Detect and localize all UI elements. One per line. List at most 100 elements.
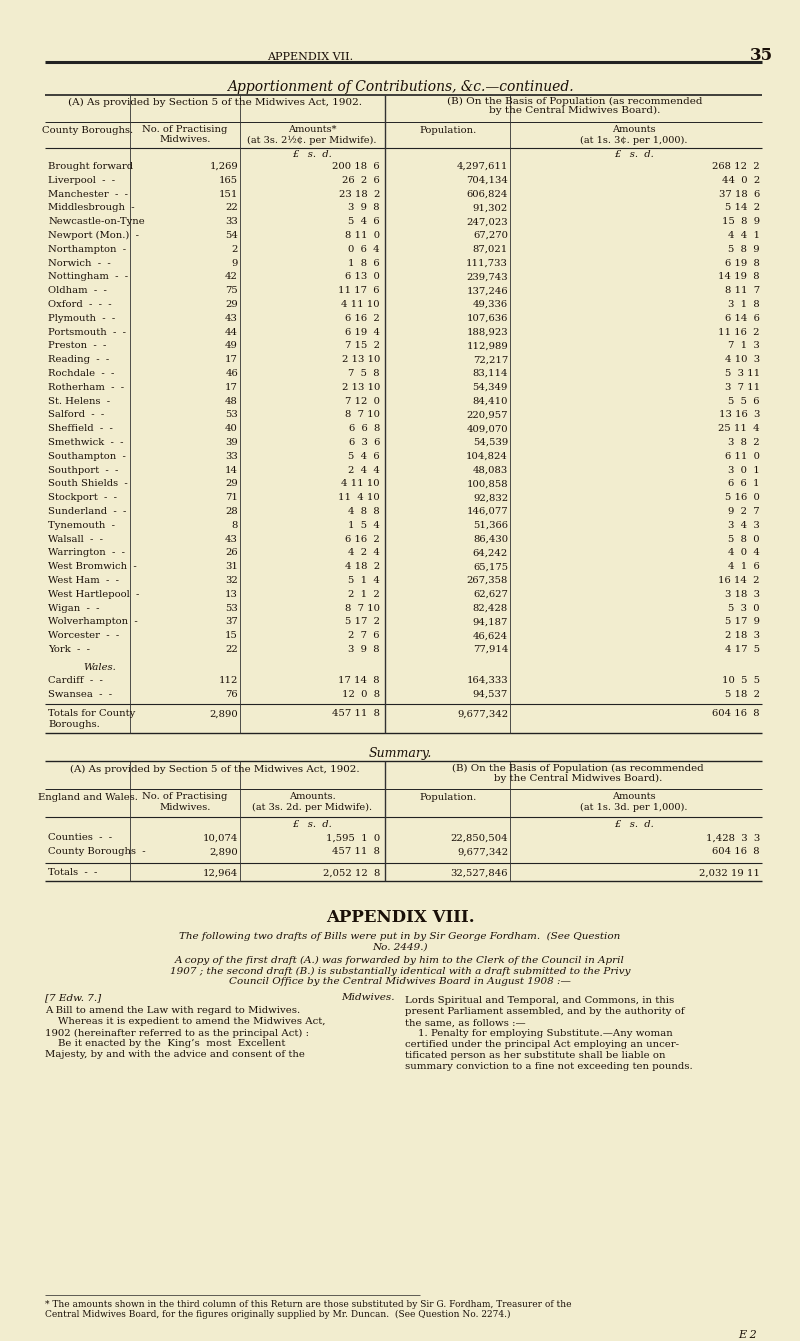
Text: 606,824: 606,824 xyxy=(466,189,508,198)
Text: 111,733: 111,733 xyxy=(466,259,508,268)
Text: 3  4  3: 3 4 3 xyxy=(728,520,760,530)
Text: 6 16  2: 6 16 2 xyxy=(346,535,380,543)
Text: APPENDIX VIII.: APPENDIX VIII. xyxy=(326,909,474,927)
Text: No. of Practising
Midwives.: No. of Practising Midwives. xyxy=(142,125,228,145)
Text: 2,052 12  8: 2,052 12 8 xyxy=(322,869,380,877)
Text: 53: 53 xyxy=(226,603,238,613)
Text: 100,858: 100,858 xyxy=(466,479,508,488)
Text: 6 11  0: 6 11 0 xyxy=(725,452,760,461)
Text: Newport (Mon.)  -: Newport (Mon.) - xyxy=(48,231,139,240)
Text: 11 17  6: 11 17 6 xyxy=(338,286,380,295)
Text: Warrington  -  -: Warrington - - xyxy=(48,548,125,558)
Text: 26  2  6: 26 2 6 xyxy=(342,176,380,185)
Text: 6  3  6: 6 3 6 xyxy=(349,439,380,447)
Text: 239,743: 239,743 xyxy=(466,272,508,282)
Text: Tynemouth  -: Tynemouth - xyxy=(48,520,115,530)
Text: Plymouth  -  -: Plymouth - - xyxy=(48,314,115,323)
Text: 8: 8 xyxy=(232,520,238,530)
Text: 67,270: 67,270 xyxy=(473,231,508,240)
Text: 6 16  2: 6 16 2 xyxy=(346,314,380,323)
Text: 5  4  6: 5 4 6 xyxy=(348,452,380,461)
Text: 6  6  1: 6 6 1 xyxy=(729,479,760,488)
Text: Nottingham  -  -: Nottingham - - xyxy=(48,272,128,282)
Text: Smethwick  -  -: Smethwick - - xyxy=(48,439,123,447)
Text: 220,957: 220,957 xyxy=(466,410,508,420)
Text: 4  8  8: 4 8 8 xyxy=(348,507,380,516)
Text: 9: 9 xyxy=(232,259,238,268)
Text: 33: 33 xyxy=(226,452,238,461)
Text: A Bill to amend the Law with regard to Midwives.: A Bill to amend the Law with regard to M… xyxy=(45,1006,300,1015)
Text: 10,074: 10,074 xyxy=(202,833,238,842)
Text: 43: 43 xyxy=(225,535,238,543)
Text: 84,410: 84,410 xyxy=(473,397,508,405)
Text: 43: 43 xyxy=(225,314,238,323)
Text: 2  1  2: 2 1 2 xyxy=(348,590,380,599)
Text: No. of Practising
Midwives.: No. of Practising Midwives. xyxy=(142,793,228,811)
Text: Stockport  -  -: Stockport - - xyxy=(48,493,117,502)
Text: 5  8  9: 5 8 9 xyxy=(728,245,760,253)
Text: 1. Penalty for employing Substitute.—Any woman: 1. Penalty for employing Substitute.—Any… xyxy=(405,1030,673,1038)
Text: 2  7  6: 2 7 6 xyxy=(349,632,380,640)
Text: 83,114: 83,114 xyxy=(473,369,508,378)
Text: 37 18  6: 37 18 6 xyxy=(718,189,760,198)
Text: 14: 14 xyxy=(225,465,238,475)
Text: 4  4  1: 4 4 1 xyxy=(728,231,760,240)
Text: 6 14  6: 6 14 6 xyxy=(725,314,760,323)
Text: 5  3  0: 5 3 0 xyxy=(728,603,760,613)
Text: 1,269: 1,269 xyxy=(210,162,238,172)
Text: 5 14  2: 5 14 2 xyxy=(725,204,760,212)
Text: 11 16  2: 11 16 2 xyxy=(718,327,760,337)
Text: Portsmouth  -  -: Portsmouth - - xyxy=(48,327,126,337)
Text: 9,677,342: 9,677,342 xyxy=(457,709,508,719)
Text: 4 11 10: 4 11 10 xyxy=(342,479,380,488)
Text: 2,890: 2,890 xyxy=(210,848,238,857)
Text: 92,832: 92,832 xyxy=(473,493,508,502)
Text: 9  2  7: 9 2 7 xyxy=(728,507,760,516)
Text: 267,358: 267,358 xyxy=(466,577,508,585)
Text: 4 11 10: 4 11 10 xyxy=(342,300,380,308)
Text: Salford  -  -: Salford - - xyxy=(48,410,104,420)
Text: 1  8  6: 1 8 6 xyxy=(348,259,380,268)
Text: 3  9  8: 3 9 8 xyxy=(348,645,380,654)
Text: 2 13 10: 2 13 10 xyxy=(342,382,380,392)
Text: 3  9  8: 3 9 8 xyxy=(348,204,380,212)
Text: 7 15  2: 7 15 2 xyxy=(345,342,380,350)
Text: 6 19  4: 6 19 4 xyxy=(345,327,380,337)
Text: APPENDIX VII.: APPENDIX VII. xyxy=(267,52,353,62)
Text: 200 18  6: 200 18 6 xyxy=(332,162,380,172)
Text: 8 11  0: 8 11 0 xyxy=(345,231,380,240)
Text: 15  8  9: 15 8 9 xyxy=(722,217,760,227)
Text: 22,850,504: 22,850,504 xyxy=(450,833,508,842)
Text: Middlesbrough  -: Middlesbrough - xyxy=(48,204,134,212)
Text: Population.: Population. xyxy=(419,126,477,135)
Text: 8  7 10: 8 7 10 xyxy=(345,410,380,420)
Text: 3 18  3: 3 18 3 xyxy=(725,590,760,599)
Text: 2,890: 2,890 xyxy=(210,709,238,719)
Text: Southport  -  -: Southport - - xyxy=(48,465,118,475)
Text: [7 Edw. 7.]: [7 Edw. 7.] xyxy=(45,994,101,1003)
Text: West Bromwich  -: West Bromwich - xyxy=(48,562,137,571)
Text: Totals for County: Totals for County xyxy=(48,709,135,719)
Text: A copy of the first draft (A.) was forwarded by him to the Clerk of the Council : A copy of the first draft (A.) was forwa… xyxy=(175,955,625,964)
Text: 2  4  4: 2 4 4 xyxy=(348,465,380,475)
Text: 268 12  2: 268 12 2 xyxy=(712,162,760,172)
Text: 49: 49 xyxy=(225,342,238,350)
Text: 5 16  0: 5 16 0 xyxy=(725,493,760,502)
Text: Midwives.: Midwives. xyxy=(342,994,395,1003)
Text: 76: 76 xyxy=(226,689,238,699)
Text: Swansea  -  -: Swansea - - xyxy=(48,689,112,699)
Text: Norwich  -  -: Norwich - - xyxy=(48,259,110,268)
Text: 8 11  7: 8 11 7 xyxy=(725,286,760,295)
Text: 91,302: 91,302 xyxy=(473,204,508,212)
Text: 39: 39 xyxy=(226,439,238,447)
Text: 9,677,342: 9,677,342 xyxy=(457,848,508,857)
Text: 1,595  1  0: 1,595 1 0 xyxy=(326,833,380,842)
Text: Preston  -  -: Preston - - xyxy=(48,342,106,350)
Text: 165: 165 xyxy=(219,176,238,185)
Text: 7  1  3: 7 1 3 xyxy=(728,342,760,350)
Text: 31: 31 xyxy=(225,562,238,571)
Text: 112: 112 xyxy=(218,676,238,685)
Text: 44  0  2: 44 0 2 xyxy=(722,176,760,185)
Text: 3  8  2: 3 8 2 xyxy=(728,439,760,447)
Text: 32: 32 xyxy=(226,577,238,585)
